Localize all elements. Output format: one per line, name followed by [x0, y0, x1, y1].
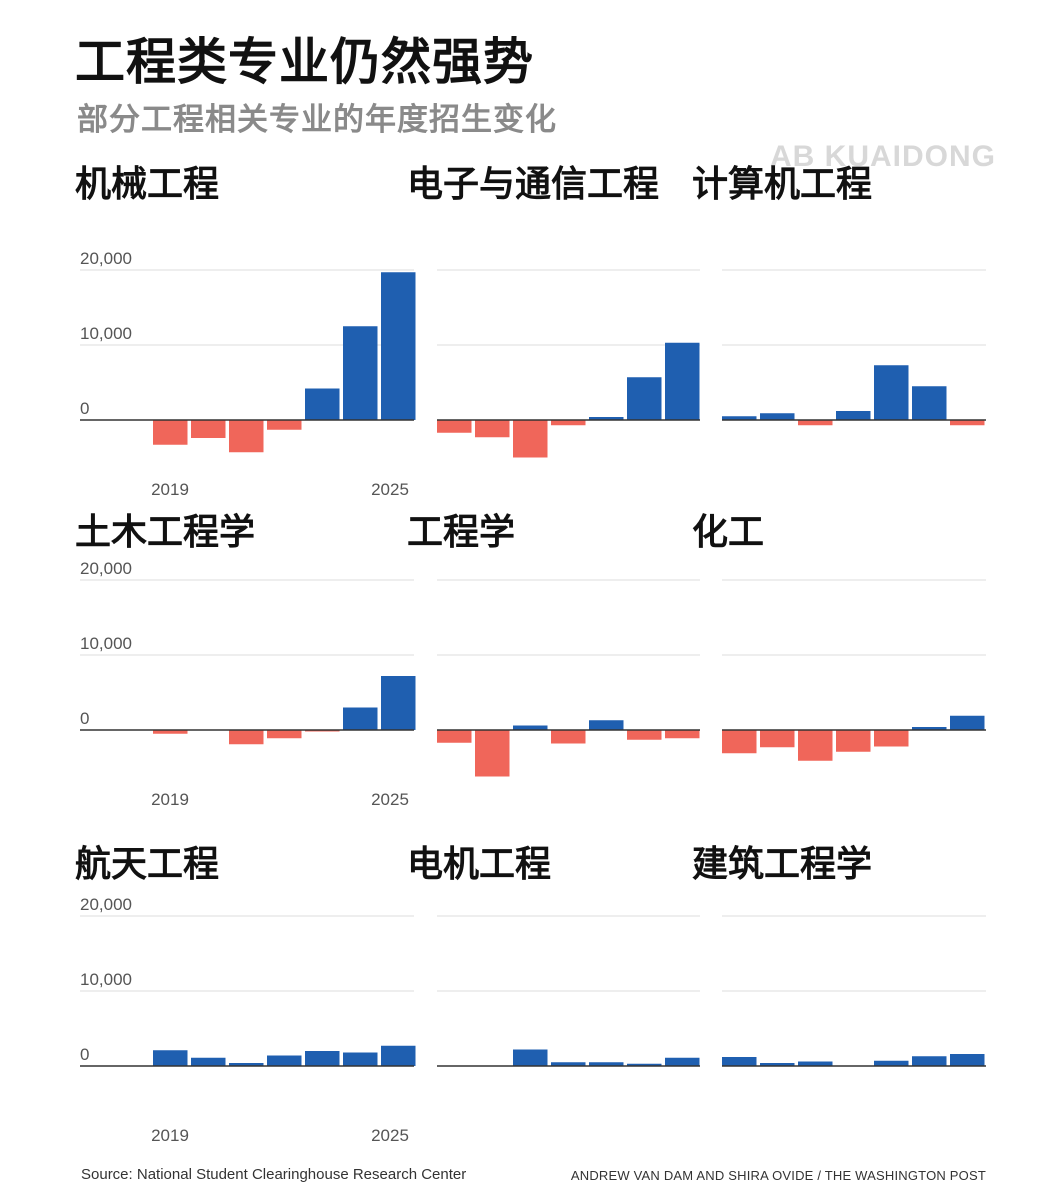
x-tick-label: 2025 — [371, 1126, 409, 1145]
bar-2019 — [760, 1063, 795, 1066]
bar-2025 — [381, 1045, 416, 1066]
panel-title: 电子与通信工程 — [407, 164, 659, 205]
y-tick-label: 0 — [80, 1045, 89, 1064]
bar-2023 — [912, 1056, 947, 1066]
bar-2022 — [589, 720, 624, 730]
panel-title: 建筑工程学 — [692, 843, 872, 885]
bar-2021 — [551, 730, 586, 744]
bar-2020 — [513, 1049, 548, 1066]
page-subtitle: 部分工程相关专业的年度招生变化 — [77, 102, 557, 138]
y-tick-label: 20,000 — [80, 249, 132, 268]
bar-2019 — [475, 730, 510, 777]
bar-2019 — [153, 420, 188, 445]
bar-2022 — [874, 365, 909, 420]
panel-title: 土木工程学 — [75, 511, 255, 553]
x-tick-label: 2025 — [371, 790, 409, 809]
bar-2024 — [665, 1057, 700, 1066]
bar-2021 — [836, 730, 871, 752]
bar-2023 — [912, 386, 947, 420]
panel-title: 计算机工程 — [692, 164, 872, 205]
bar-2024 — [950, 420, 985, 426]
bar-2019 — [760, 730, 795, 748]
bar-2021 — [551, 1062, 586, 1066]
y-tick-label: 10,000 — [80, 634, 132, 653]
y-tick-label: 10,000 — [80, 324, 132, 343]
y-tick-label: 10,000 — [80, 970, 132, 989]
bar-2021 — [836, 411, 871, 420]
bar-2020 — [513, 420, 548, 458]
panel-title: 工程学 — [407, 511, 515, 553]
panel-title: 机械工程 — [75, 164, 219, 205]
bar-2023 — [627, 1063, 662, 1066]
x-tick-label: 2019 — [151, 790, 189, 809]
bar-2019 — [153, 730, 188, 734]
bar-2025 — [381, 272, 416, 420]
bar-2021 — [229, 730, 264, 745]
bar-2024 — [343, 707, 378, 730]
y-tick-label: 20,000 — [80, 559, 132, 578]
y-tick-label: 0 — [80, 709, 89, 728]
bar-2020 — [191, 420, 226, 438]
panel-title: 化工 — [692, 512, 764, 553]
bar-2022 — [267, 730, 302, 739]
x-tick-label: 2025 — [371, 480, 409, 499]
bar-2020 — [513, 725, 548, 730]
bar-2024 — [343, 1052, 378, 1066]
bar-2020 — [798, 420, 833, 426]
bar-2018 — [437, 730, 472, 743]
panel-title: 航天工程 — [75, 843, 219, 885]
bar-2023 — [305, 1051, 340, 1066]
watermark: AB KUAIDONG — [770, 140, 996, 173]
bar-2023 — [627, 377, 662, 420]
bar-2021 — [551, 420, 586, 426]
bar-2019 — [760, 413, 795, 420]
panel-title: 电机工程 — [407, 844, 551, 885]
bar-2024 — [665, 342, 700, 420]
bar-2019 — [475, 420, 510, 438]
bar-2018 — [722, 730, 757, 754]
bar-2020 — [191, 1057, 226, 1066]
bar-2023 — [305, 388, 340, 420]
bar-2023 — [912, 727, 947, 730]
bar-2022 — [267, 1055, 302, 1066]
bar-2020 — [798, 730, 833, 761]
bar-2024 — [665, 730, 700, 739]
y-tick-label: 20,000 — [80, 895, 132, 914]
bar-2019 — [153, 1050, 188, 1066]
bar-2018 — [722, 416, 757, 420]
bar-2023 — [627, 730, 662, 740]
bar-2024 — [950, 715, 985, 730]
bar-2022 — [589, 417, 624, 420]
bar-2018 — [437, 420, 472, 433]
bar-2024 — [950, 1054, 985, 1066]
bar-2022 — [874, 730, 909, 747]
bar-2021 — [229, 1063, 264, 1066]
y-tick-label: 0 — [80, 399, 89, 418]
bar-2022 — [874, 1060, 909, 1066]
bar-2024 — [343, 326, 378, 420]
bar-2020 — [798, 1061, 833, 1066]
bar-2018 — [722, 1057, 757, 1066]
bar-2021 — [229, 420, 264, 453]
bar-2025 — [381, 676, 416, 730]
x-tick-label: 2019 — [151, 480, 189, 499]
credit-note: ANDREW VAN DAM AND SHIRA OVIDE / THE WAS… — [570, 1168, 986, 1183]
page-title: 工程类专业仍然强势 — [75, 33, 534, 91]
x-tick-label: 2019 — [151, 1126, 189, 1145]
source-note: Source: National Student Clearinghouse R… — [81, 1166, 467, 1183]
bar-2022 — [589, 1062, 624, 1066]
bar-2022 — [267, 420, 302, 430]
